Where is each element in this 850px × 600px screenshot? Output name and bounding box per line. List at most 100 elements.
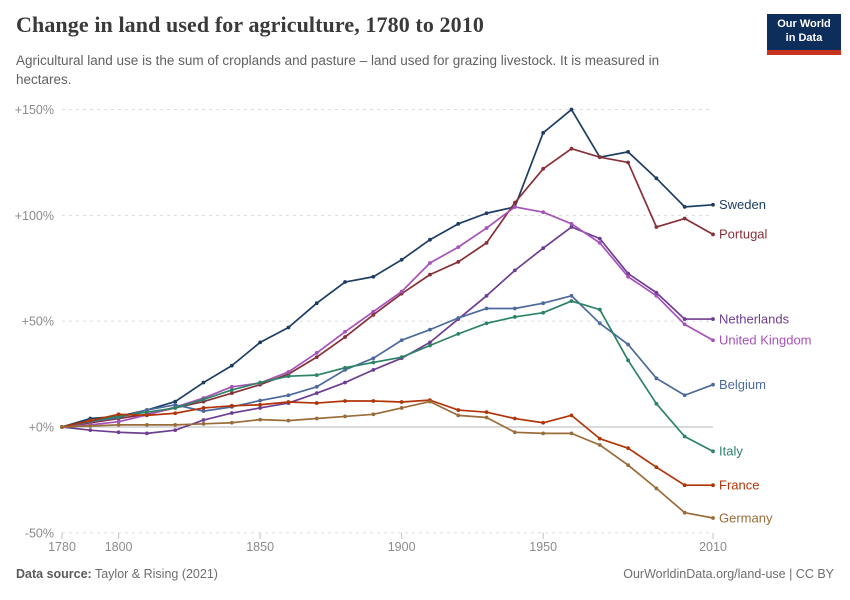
series-point-belgium-1830 xyxy=(201,409,206,414)
series-point-belgium-1820 xyxy=(173,402,178,407)
series-line-france[interactable] xyxy=(61,399,714,487)
series-line-sweden[interactable] xyxy=(61,108,714,428)
chart-footer: Data source: Taylor & Rising (2021) OurW… xyxy=(16,567,834,581)
series-point-portugal-1840 xyxy=(229,391,234,396)
series-line-germany[interactable] xyxy=(61,400,714,519)
x-tick-label-1800: 1800 xyxy=(105,540,133,554)
series-label-belgium[interactable]: Belgium xyxy=(719,377,766,392)
series-label-united-kingdom[interactable]: United Kingdom xyxy=(719,333,812,348)
series-point-united-kingdom-1940 xyxy=(512,205,517,209)
series-point-portugal-1980 xyxy=(626,160,630,165)
series-point-germany-1800 xyxy=(116,422,121,427)
series-line-belgium[interactable] xyxy=(61,294,714,428)
series-point-united-kingdom-1840 xyxy=(229,384,234,389)
series-point-italy-2000 xyxy=(682,434,687,439)
series-point-netherlands-1930 xyxy=(484,293,489,298)
series-point-italy-1810 xyxy=(145,410,149,415)
series-point-sweden-1860 xyxy=(286,325,291,330)
series-point-belgium-1970 xyxy=(597,321,602,326)
series-point-sweden-1910 xyxy=(428,237,432,242)
series-point-united-kingdom-1910 xyxy=(428,261,432,265)
series-label-italy[interactable]: Italy xyxy=(719,444,743,459)
series-point-netherlands-1910 xyxy=(428,340,432,345)
series-point-portugal-1960 xyxy=(569,146,574,151)
series-point-portugal-1890 xyxy=(371,312,376,317)
series-point-sweden-2000 xyxy=(682,205,687,209)
series-point-germany-1910 xyxy=(428,399,432,404)
series-point-italy-1880 xyxy=(343,365,347,370)
series-point-germany-1810 xyxy=(145,422,149,427)
page-title: Change in land used for agriculture, 178… xyxy=(16,12,484,37)
series-line-united-kingdom[interactable] xyxy=(61,206,714,428)
datasource-label: Data source: xyxy=(16,567,92,581)
series-point-germany-2000 xyxy=(682,510,687,515)
series-label-portugal[interactable]: Portugal xyxy=(719,227,768,242)
series-point-portugal-1920 xyxy=(456,260,461,264)
series-point-united-kingdom-1920 xyxy=(456,245,461,250)
series-point-france-1900 xyxy=(399,400,404,404)
series-label-netherlands[interactable]: Netherlands xyxy=(719,311,790,326)
series-point-netherlands-1830 xyxy=(201,418,206,422)
series-label-germany[interactable]: Germany xyxy=(719,510,773,525)
series-point-sweden-1830 xyxy=(201,380,206,385)
series-point-netherlands-1880 xyxy=(343,380,347,385)
series-point-belgium-1980 xyxy=(626,342,630,347)
series-point-sweden-1960 xyxy=(569,107,574,112)
series-point-france-1970 xyxy=(597,436,602,441)
x-tick-label-2010: 2010 xyxy=(699,540,727,554)
series-point-belgium-1870 xyxy=(314,384,319,389)
series-point-united-kingdom-1990 xyxy=(654,293,659,298)
series-point-germany-1840 xyxy=(229,420,234,425)
series-point-belgium-2000 xyxy=(682,393,687,398)
y-tick-label-0: +0% xyxy=(29,421,54,435)
series-point-united-kingdom-1900 xyxy=(399,289,404,294)
series-point-united-kingdom-1950 xyxy=(541,210,546,215)
series-point-united-kingdom-1800 xyxy=(116,419,121,424)
series-point-netherlands-1790 xyxy=(88,428,93,433)
datasource-value: Taylor & Rising (2021) xyxy=(94,567,218,581)
series-point-portugal-1910 xyxy=(428,272,432,277)
series-point-netherlands-2000 xyxy=(682,317,687,321)
x-tick-label-1850: 1850 xyxy=(246,540,274,554)
series-point-germany-1930 xyxy=(484,415,489,420)
series-point-united-kingdom-1860 xyxy=(286,370,291,374)
series-point-france-1790 xyxy=(88,418,93,423)
series-point-netherlands-1800 xyxy=(116,430,121,435)
series-point-germany-1830 xyxy=(201,421,206,426)
series-point-netherlands-1890 xyxy=(371,367,376,372)
series-point-united-kingdom-1970 xyxy=(597,240,602,245)
series-point-belgium-2010 xyxy=(711,382,715,387)
y-tick-label-100: +100% xyxy=(15,209,54,223)
series-point-france-1980 xyxy=(626,446,630,451)
series-line-italy[interactable] xyxy=(61,300,714,453)
series-point-france-1840 xyxy=(229,403,234,408)
series-label-sweden[interactable]: Sweden xyxy=(719,197,766,212)
series-point-portugal-2010 xyxy=(711,232,715,237)
attribution-link[interactable]: OurWorldinData.org/land-use | CC BY xyxy=(623,567,834,581)
owid-logo[interactable]: Our World in Data xyxy=(767,14,841,55)
series-line-portugal[interactable] xyxy=(61,147,714,428)
series-point-belgium-1910 xyxy=(428,327,432,332)
series-point-germany-1960 xyxy=(569,431,574,436)
logo-line1: Our World xyxy=(777,18,831,31)
series-point-germany-2010 xyxy=(711,516,715,520)
series-point-italy-1980 xyxy=(626,358,630,363)
series-point-germany-1890 xyxy=(371,412,376,417)
series-point-sweden-1890 xyxy=(371,274,376,279)
series-point-italy-1820 xyxy=(173,406,178,410)
series-line-netherlands[interactable] xyxy=(61,226,714,435)
series-point-italy-1890 xyxy=(371,360,376,365)
series-point-italy-1900 xyxy=(399,355,404,360)
series-point-portugal-1950 xyxy=(541,166,546,171)
series-point-netherlands-1840 xyxy=(229,411,234,415)
series-point-portugal-1940 xyxy=(512,200,517,205)
series-point-united-kingdom-1890 xyxy=(371,309,376,314)
y-tick-label--50: -50% xyxy=(25,526,54,540)
x-tick-label-1900: 1900 xyxy=(388,540,416,554)
series-point-netherlands-2010 xyxy=(711,317,715,321)
series-point-sweden-1880 xyxy=(343,280,347,284)
series-point-france-1890 xyxy=(371,399,376,403)
series-point-france-1820 xyxy=(173,411,178,416)
series-label-france[interactable]: France xyxy=(719,477,759,492)
